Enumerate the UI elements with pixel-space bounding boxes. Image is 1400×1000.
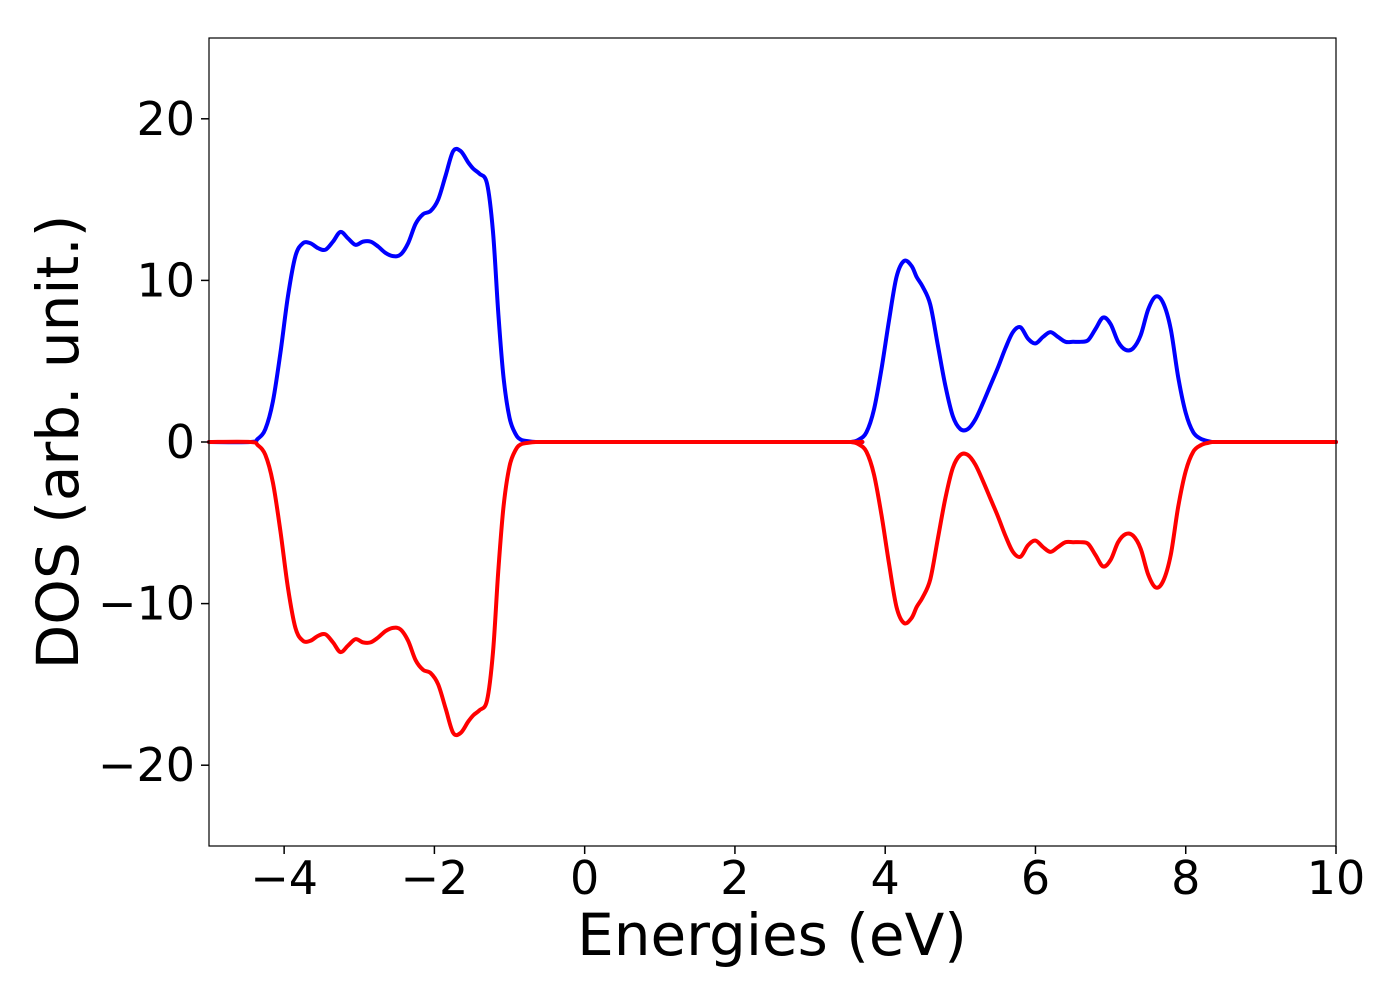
series-layer	[207, 146, 1338, 738]
x-axis-label: Energies (eV)	[577, 901, 967, 969]
series-line-2	[207, 439, 1338, 738]
y-tick-label: −20	[98, 738, 195, 792]
x-axis-ticks: −4 −2 0 2 4 6 8 10	[250, 846, 1365, 905]
x-tick-label: 6	[1021, 851, 1050, 905]
y-axis-label: DOS (arb. unit.)	[24, 215, 92, 670]
x-tick-label: 0	[570, 851, 599, 905]
x-tick-label: 8	[1171, 851, 1200, 905]
x-tick-label: −2	[400, 851, 468, 905]
x-tick-label: 2	[720, 851, 749, 905]
y-tick-label: 20	[136, 92, 195, 146]
series-line-1	[207, 146, 1338, 445]
y-tick-label: −10	[98, 577, 195, 631]
x-tick-label: 4	[871, 851, 900, 905]
x-tick-label: −4	[250, 851, 318, 905]
x-tick-label: 10	[1307, 851, 1366, 905]
y-axis-ticks: −20 −10 0 10 20	[98, 92, 209, 792]
y-tick-label: 0	[166, 415, 195, 469]
y-tick-label: 10	[136, 253, 195, 307]
